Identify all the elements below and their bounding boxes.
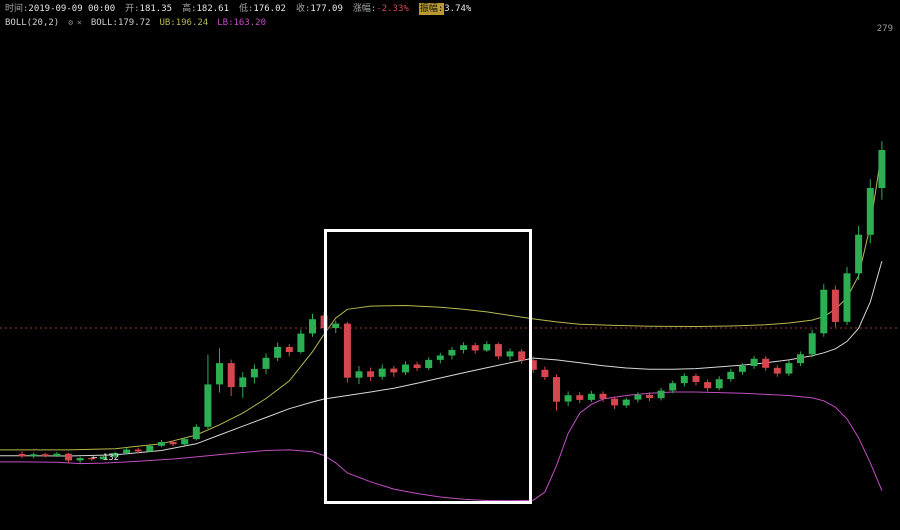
price-note: ← 132 <box>92 453 120 463</box>
close-value: 177.09 <box>310 4 343 14</box>
lb-label: LB: <box>217 18 234 28</box>
time-value: 2019-09-09 00:00 <box>28 4 116 14</box>
change-label: 涨幅: <box>352 4 377 14</box>
low-value: 176.02 <box>253 4 286 14</box>
high-value: 182.61 <box>196 4 229 14</box>
high-field: 高: 182.61 <box>182 3 229 15</box>
selection-rectangle[interactable] <box>324 229 532 504</box>
indicator-bar: BOLL(20,2) ⚙ × BOLL: 179.72 UB: 196.24 LB:… <box>5 17 266 29</box>
lb-value: 163.20 <box>233 18 267 28</box>
change-field: 涨幅: -2.33% <box>353 3 409 15</box>
boll-label: BOLL: <box>90 18 118 28</box>
boll-ub-readout: UB: 196.24 <box>159 17 208 29</box>
boll-lb-readout: LB: 163.20 <box>217 17 266 29</box>
amplitude-field: 振幅: 3.74% <box>418 3 472 15</box>
indicator-close-icon[interactable]: × <box>77 18 82 27</box>
ub-value: 196.24 <box>175 18 209 28</box>
open-field: 开: 181.35 <box>125 3 172 15</box>
close-label: 收: <box>295 4 311 14</box>
open-label: 开: <box>125 4 140 14</box>
close-field: 收: 177.09 <box>296 3 343 15</box>
low-label: 低: <box>239 4 254 14</box>
time-field: 时间: 2019-09-09 00:00 <box>5 3 115 15</box>
indicator-settings-icon[interactable]: ⚙ <box>68 18 74 27</box>
indicator-controls: ⚙ × <box>68 17 82 29</box>
open-value: 181.35 <box>139 4 173 14</box>
y-axis-tick-label: 279 <box>876 24 893 34</box>
amplitude-label: 振幅: <box>418 3 445 15</box>
boll-value: 179.72 <box>117 18 151 28</box>
ub-label: UB: <box>159 18 176 28</box>
change-value: -2.33% <box>376 4 409 14</box>
amplitude-value: 3.74% <box>444 4 472 14</box>
ohlc-info-bar: 时间: 2019-09-09 00:00 开: 181.35 高: 182.61 低:… <box>5 3 471 15</box>
boll-mid-readout: BOLL: 179.72 <box>91 17 151 29</box>
low-field: 低: 176.02 <box>239 3 286 15</box>
indicator-name: BOLL(20,2) <box>5 18 60 28</box>
time-label: 时间: <box>5 4 29 14</box>
high-label: 高: <box>182 4 197 14</box>
